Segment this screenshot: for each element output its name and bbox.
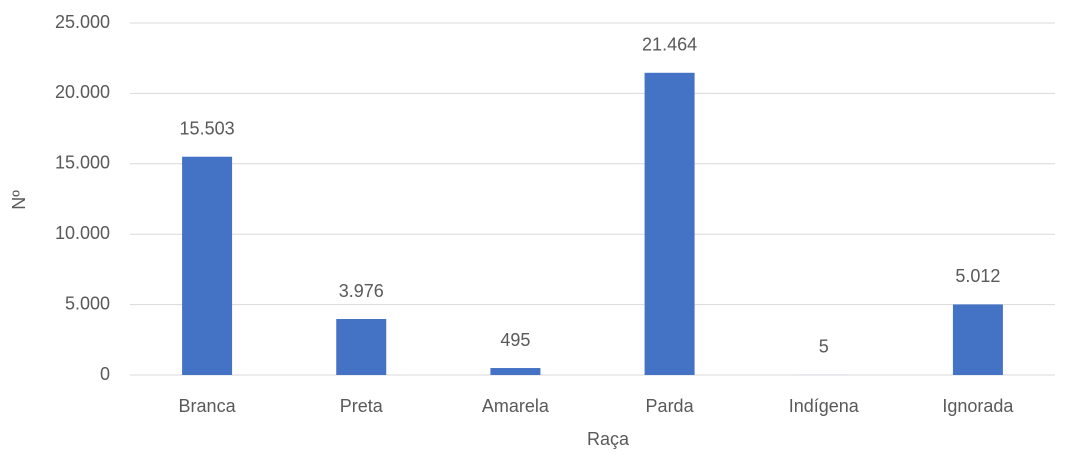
x-tick-label: Ignorada bbox=[942, 396, 1014, 416]
y-tick-label: 25.000 bbox=[55, 12, 110, 32]
y-tick-label: 0 bbox=[100, 364, 110, 384]
value-label: 495 bbox=[500, 330, 530, 350]
x-tick-label: Preta bbox=[340, 396, 384, 416]
x-tick-label: Parda bbox=[646, 396, 695, 416]
value-label: 5 bbox=[819, 337, 829, 357]
bar bbox=[644, 72, 695, 376]
x-tick-label: Indígena bbox=[789, 396, 860, 416]
y-axis-label: Nº bbox=[9, 190, 29, 210]
y-tick-label: 5.000 bbox=[65, 293, 110, 313]
y-tick-label: 20.000 bbox=[55, 82, 110, 102]
x-tick-label: Branca bbox=[179, 396, 237, 416]
value-label: 5.012 bbox=[955, 266, 1000, 286]
bar bbox=[490, 368, 541, 375]
bar bbox=[182, 156, 233, 375]
x-axis-label: Raça bbox=[587, 429, 630, 449]
value-label: 3.976 bbox=[339, 281, 384, 301]
bar bbox=[952, 304, 1003, 375]
value-label: 15.503 bbox=[180, 118, 235, 138]
x-tick-label: Amarela bbox=[482, 396, 550, 416]
y-tick-label: 15.000 bbox=[55, 153, 110, 173]
value-label: 21.464 bbox=[642, 35, 697, 55]
y-tick-label: 10.000 bbox=[55, 223, 110, 243]
bar bbox=[336, 319, 387, 375]
